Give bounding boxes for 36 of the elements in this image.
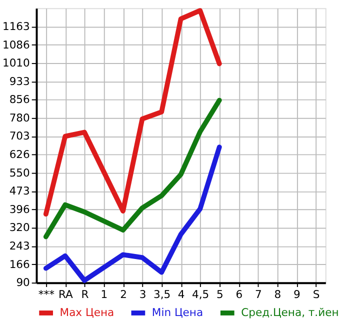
y-tick-label: 1010: [2, 56, 30, 70]
x-tick-label: 7: [254, 288, 262, 301]
x-tick-label: ***: [38, 288, 56, 301]
x-tick-label: 8: [274, 288, 282, 301]
x-tick-label: S: [312, 288, 320, 301]
y-tick-label: 856: [9, 93, 30, 106]
line-series: [43, 98, 222, 240]
y-tick-label: 550: [9, 166, 30, 180]
x-tick-label: 6: [236, 288, 243, 301]
legend-label: Сред.Цена, т.йен: [241, 306, 339, 319]
legend-label: Max Цена: [60, 306, 114, 319]
x-tick-label: 1: [100, 288, 108, 301]
y-tick-label: 166: [9, 258, 30, 271]
line-series: [43, 8, 222, 217]
y-tick-label: 780: [9, 111, 30, 124]
y-tick-label: 1163: [2, 20, 30, 33]
y-tick-label: 243: [9, 240, 30, 253]
legend-label: Min Цена: [152, 306, 204, 319]
y-tick-label: 933: [9, 74, 30, 88]
y-tick-label: 626: [9, 148, 30, 162]
line-series: [43, 144, 222, 283]
y-tick-label: 320: [9, 221, 30, 234]
x-tick-label: 2: [120, 288, 127, 301]
y-tick-label: 703: [9, 130, 30, 143]
y-tick-label: 396: [9, 203, 30, 216]
x-tick-label: 9: [294, 288, 301, 301]
x-tick-label: R: [81, 288, 90, 301]
y-tick-label: 90: [16, 276, 30, 290]
x-tick-label: 5: [216, 288, 224, 301]
x-tick-label: 4,5: [192, 288, 210, 301]
x-tick-label: 3: [139, 288, 146, 301]
x-tick-label: 4: [178, 288, 185, 301]
x-tick-label: 3,5: [153, 288, 171, 301]
y-tick-label: 473: [9, 184, 30, 198]
x-tick-label: RA: [58, 288, 74, 301]
y-tick-label: 1086: [2, 38, 30, 52]
